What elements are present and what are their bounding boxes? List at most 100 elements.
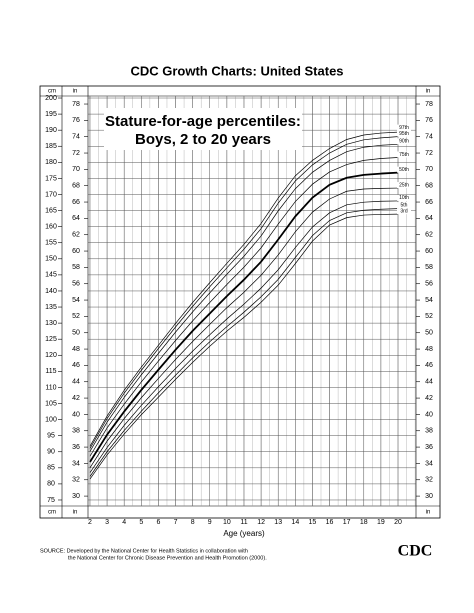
y2-tick-label: 78 [72,101,80,108]
y2-tick-label: 74 [72,134,80,141]
legend-bg [397,202,411,209]
y2-tick-label: 60 [72,248,80,255]
y2-tick-label: 36 [425,444,433,451]
y2-tick-label: 72 [72,150,80,157]
x-tick-label: 12 [257,519,265,526]
chart-frame [39,85,441,519]
y2-tick-label: 32 [425,477,433,484]
y-tick-label: 140 [45,288,57,295]
x-tick-label: 4 [122,519,126,526]
x-tick-label: 6 [156,519,160,526]
x-tick-label: 15 [309,519,317,526]
percentile-curve [89,171,399,463]
y2-tick-label: 52 [425,313,433,320]
x-tick-label: 13 [274,519,282,526]
y2-tick-label: 38 [72,428,80,435]
y2-tick-label: 40 [72,411,80,418]
y2-tick-label: 74 [425,134,433,141]
y2-tick-label: 52 [72,313,80,320]
y2-tick-label: 68 [72,183,80,190]
source: the National Center for Chronic Disease … [68,555,267,561]
y-tick-label: 80 [47,481,55,488]
x-tick-label: 8 [191,519,195,526]
y-tick-label: 85 [47,465,55,472]
y2-tick-label: 56 [425,281,433,288]
x-tick-label: 9 [208,519,212,526]
y2-tick-label: 62 [72,232,80,239]
chart-title: CDC Growth Charts: United States [130,63,343,78]
y2-tick-label: 68 [425,183,433,190]
y-tick-label: 160 [45,223,57,230]
y2-tick-label: 46 [72,362,80,369]
y-tick-label: 115 [45,368,56,375]
y2-tick-label: 42 [72,395,80,402]
x-tick-label: 2 [88,519,92,526]
legend-bg [397,194,411,201]
y-tick-label: 185 [45,143,57,150]
y2-tick-label: 56 [72,281,80,288]
y-tick-label: 155 [45,240,57,247]
y2-tick-label: 38 [425,428,433,435]
percentile-curve [89,136,399,449]
x-tick-label: 20 [394,519,402,526]
y2-tick-label: 76 [425,117,433,124]
legend-label: 3rd [400,208,407,214]
subtitle: Boys, 2 to 20 years [135,131,271,148]
y2-tick-label: 44 [72,379,80,386]
y-tick-label: 125 [45,336,57,343]
y2-tick-label: 40 [425,411,433,418]
subtitle-box [104,108,302,150]
x-axis-label: Age (years) [223,529,265,538]
y-tick-label: 190 [45,127,57,134]
y2-tick-label: 30 [425,493,433,500]
y2-axis-unit: in [73,510,78,516]
y2-tick-label: 64 [425,215,433,222]
x-tick-label: 3 [105,519,109,526]
y2-tick-label: 78 [425,101,433,108]
y2-tick-label: 36 [72,444,80,451]
y2-tick-label: 34 [72,460,80,467]
y2-tick-label: 34 [425,460,433,467]
grid: 2 3 4 5 6 7 8 9 10 11 12 13 14 15 16 17 18 19 207580859095… [40,86,440,526]
x-tick-label: 5 [139,519,143,526]
percentile-curve [89,187,399,469]
legend-label: 97th [399,125,409,131]
legend-bg [397,166,411,173]
legend-label: 75th [399,152,409,158]
legend-bg [397,182,411,189]
y-tick-label: 150 [45,256,57,263]
percentile-curve [89,131,399,447]
legend-label: 5th [401,202,408,208]
x-tick-label: 14 [291,519,299,526]
legend-label: 10th [399,195,409,201]
y2-axis-unit: in [426,89,431,95]
legend-label: 90th [399,139,409,145]
y-tick-label: 165 [45,207,57,214]
x-tick-label: 7 [174,519,178,526]
x-tick-label: 11 [240,519,247,526]
percentile-curve [89,157,399,457]
y2-tick-label: 32 [72,477,80,484]
y2-tick-label: 60 [425,248,433,255]
y-tick-label: 130 [45,320,57,327]
y2-tick-label: 30 [72,493,80,500]
y-tick-label: 90 [47,449,55,456]
x-tick-label: 19 [377,519,385,526]
y2-tick-label: 44 [425,379,433,386]
legend-bg [397,130,411,137]
y2-tick-label: 48 [425,346,433,353]
y-tick-label: 110 [45,384,56,391]
y-tick-label: 175 [45,175,57,182]
y2-tick-label: 42 [425,395,433,402]
y2-tick-label: 50 [72,330,80,337]
y2-axis-unit: in [73,89,78,95]
legend-label: 50th [399,167,409,173]
legend-bg [397,208,411,215]
legend-label: 25th [399,182,409,188]
y2-tick-label: 66 [72,199,80,206]
y-axis-unit: cm [48,510,56,516]
y2-tick-label: 66 [425,199,433,206]
source: SOURCE: Developed by the National Center… [40,548,248,554]
legend-bg [397,151,411,158]
